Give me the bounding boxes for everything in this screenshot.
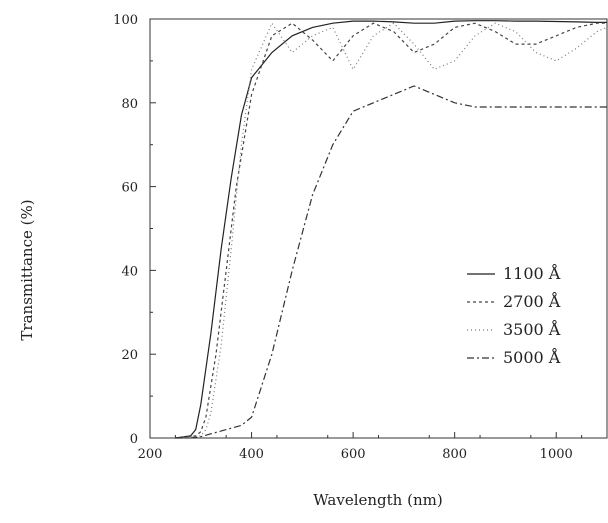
y-axis-title: Transmittance (%) [18, 199, 36, 340]
legend: 1100 Å 2700 Å 3500 Å 5000 Å [467, 263, 561, 367]
x-tick-label: 400 [239, 447, 264, 462]
series-lines [175, 20, 608, 439]
series-line-2 [175, 22, 607, 439]
y-tick-label: 40 [121, 264, 138, 279]
y-tick-label: 100 [113, 13, 138, 28]
series-line-1 [175, 20, 607, 439]
y-tick-label: 60 [121, 181, 138, 196]
x-tick-label: 800 [442, 447, 467, 462]
series-line-4 [175, 85, 607, 439]
legend-label-1: 1100 Å [503, 263, 561, 283]
legend-label-2: 2700 Å [503, 291, 561, 311]
plot-frame [149, 18, 608, 439]
x-tick-label: 600 [341, 447, 366, 462]
series-line-3 [175, 21, 608, 439]
y-tick-label: 20 [121, 348, 138, 363]
ticks: 200 400 600 800 1000 0 20 40 60 80 100 [113, 13, 583, 462]
legend-label-3: 3500 Å [503, 319, 561, 339]
y-tick-label: 80 [121, 97, 138, 112]
axes [149, 18, 608, 439]
y-tick-label: 0 [130, 432, 138, 447]
x-axis-title: Wavelength (nm) [313, 491, 442, 509]
x-tick-label: 200 [138, 447, 163, 462]
x-tick-label: 1000 [540, 447, 573, 462]
legend-label-4: 5000 Å [503, 347, 561, 367]
